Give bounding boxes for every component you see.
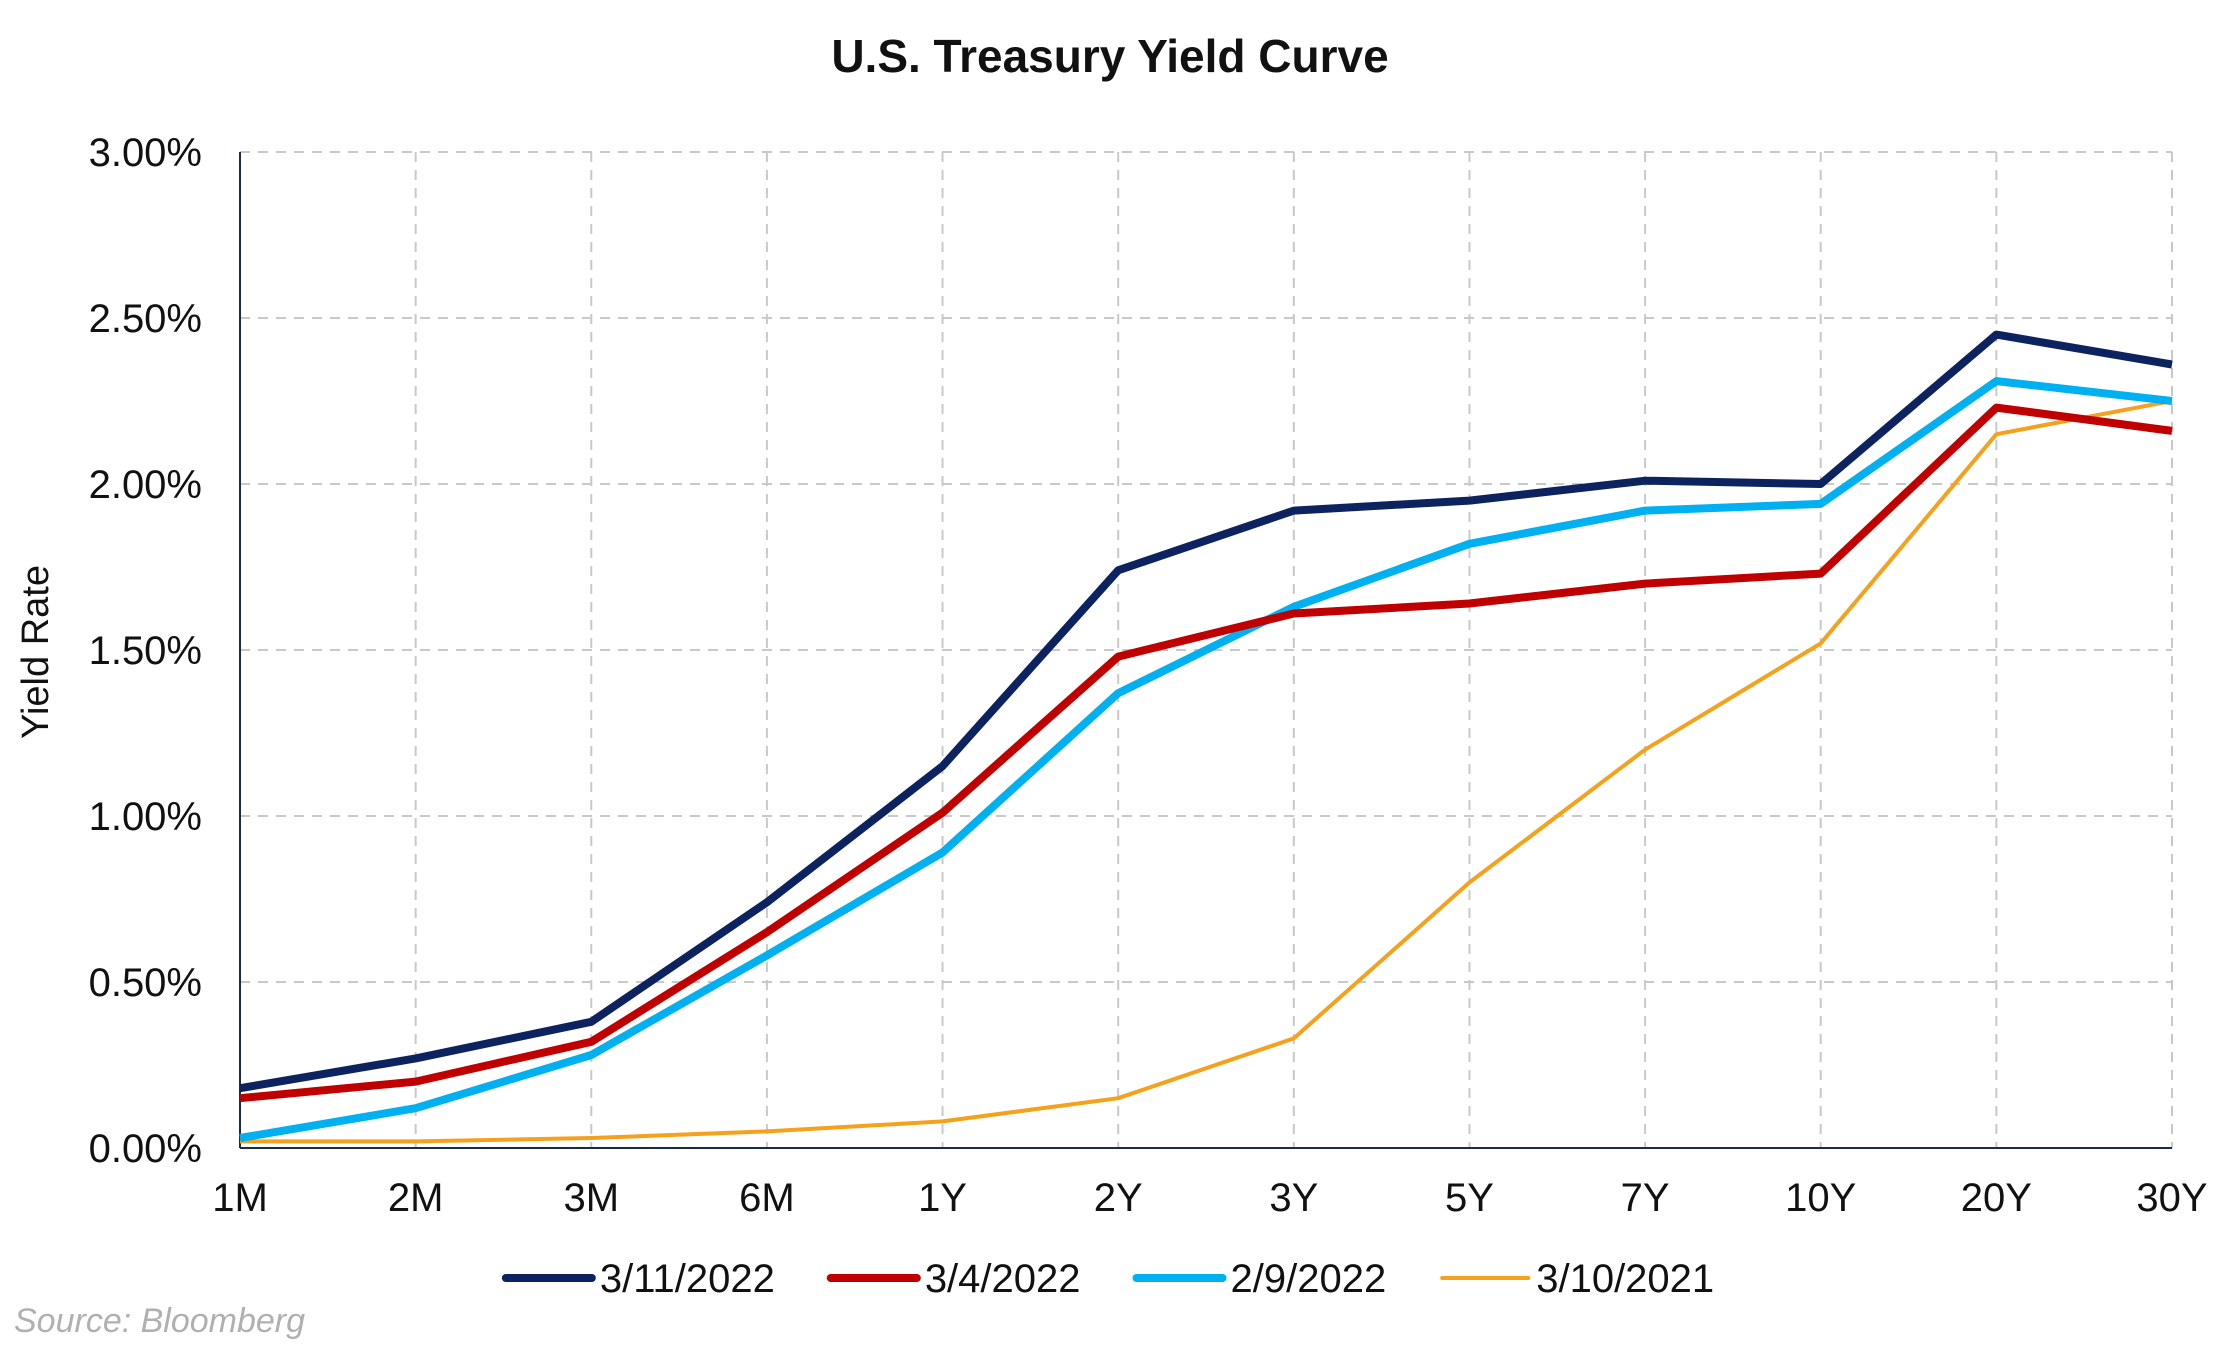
x-tick-label: 30Y	[2136, 1176, 2207, 1220]
y-tick-label: 0.50%	[89, 961, 202, 1005]
x-tick-label: 5Y	[1445, 1176, 1494, 1220]
y-tick-label: 1.50%	[89, 629, 202, 673]
legend-label: 3/4/2022	[925, 1257, 1081, 1301]
y-axis-title: Yield Rate	[15, 565, 57, 739]
ticks-layer: 0.00% 0.50% 1.00% 1.50% 2.00% 2.50% 3.00% 1M 2M 3…	[89, 131, 2208, 1220]
x-tick-label: 1M	[212, 1176, 268, 1220]
x-tick-label: 3M	[563, 1176, 619, 1220]
series-line-2	[239, 403, 2173, 1103]
legend-item: 3/10/2021	[1440, 1257, 1714, 1301]
legend-label: 3/10/2021	[1536, 1257, 1714, 1301]
chart-title: U.S. Treasury Yield Curve	[831, 30, 1388, 82]
legend-item: 3/11/2022	[501, 1257, 775, 1301]
y-tick-label: 2.50%	[89, 297, 202, 341]
x-tick-label: 10Y	[1785, 1176, 1856, 1220]
legend: 3/11/2022 3/4/2022 2/9/2022 3/10/2021	[501, 1257, 1714, 1301]
legend-label: 2/9/2022	[1231, 1257, 1387, 1301]
x-tick-label: 6M	[739, 1176, 795, 1220]
source-note: Source: Bloomberg	[14, 1302, 305, 1340]
y-tick-label: 3.00%	[89, 131, 202, 175]
series-line-1	[239, 330, 2173, 1093]
legend-label: 3/11/2022	[600, 1257, 775, 1301]
legend-item: 2/9/2022	[1132, 1257, 1387, 1301]
y-tick-label: 2.00%	[89, 463, 202, 507]
x-tick-label: 7Y	[1621, 1176, 1670, 1220]
legend-item: 3/4/2022	[826, 1257, 1081, 1301]
series-layer	[239, 330, 2173, 1144]
series-line-3	[239, 377, 2173, 1142]
x-tick-label: 20Y	[1961, 1176, 2032, 1220]
axes-layer	[239, 152, 2172, 1149]
x-tick-label: 2M	[388, 1176, 444, 1220]
x-tick-label: 2Y	[1094, 1176, 1143, 1220]
series-line-4	[240, 399, 2173, 1144]
y-tick-label: 0.00%	[89, 1127, 202, 1171]
y-tick-label: 1.00%	[89, 795, 202, 839]
x-tick-label: 1Y	[918, 1176, 967, 1220]
x-tick-label: 3Y	[1269, 1176, 1318, 1220]
